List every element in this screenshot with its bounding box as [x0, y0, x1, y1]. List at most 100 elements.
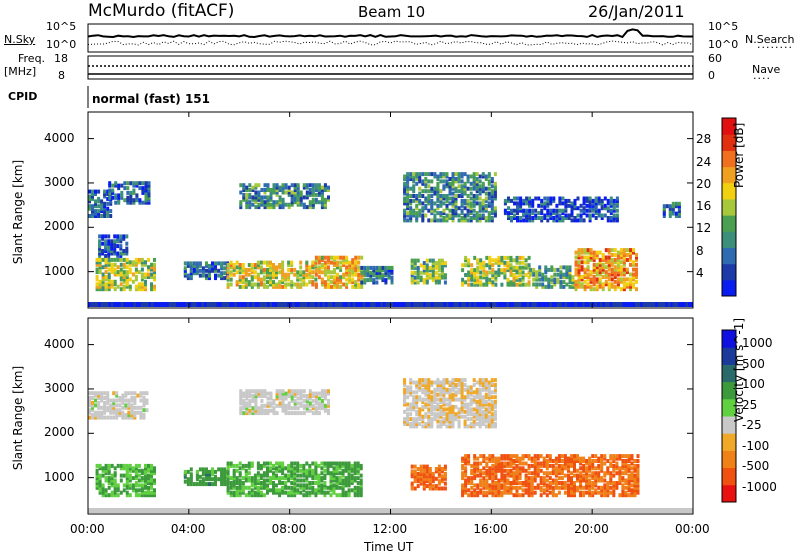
power-cell — [549, 196, 553, 201]
velocity-cell — [327, 403, 330, 408]
velocity-cell — [497, 485, 501, 490]
power-cell — [469, 186, 473, 191]
power-ground-cell — [577, 302, 580, 307]
velocity-cell — [463, 409, 467, 414]
velocity-cell — [430, 412, 434, 417]
velocity-cell — [140, 488, 144, 493]
power-cell — [521, 270, 525, 275]
velocity-cell — [515, 490, 519, 495]
power-cell — [615, 208, 619, 213]
power-cell — [421, 189, 425, 194]
power-cell — [290, 260, 294, 265]
velocity-cell — [133, 415, 137, 420]
power-cell — [571, 282, 575, 287]
velocity-cell — [491, 454, 495, 459]
power-cell — [427, 194, 431, 198]
power-cell — [442, 174, 446, 179]
power-cell — [509, 268, 513, 273]
power-cell — [485, 273, 489, 277]
velocity-cell — [121, 393, 125, 398]
velocity-cell — [226, 471, 230, 476]
power-cell — [263, 183, 267, 188]
power-cell — [95, 284, 99, 289]
velocity-cell — [497, 488, 501, 493]
velocity-ground-cell — [249, 508, 253, 513]
power-cell — [607, 248, 611, 253]
velocity-cell — [518, 493, 522, 498]
power-cell — [348, 270, 352, 275]
velocity-cell — [251, 408, 255, 413]
power-ground-cell — [645, 302, 649, 307]
velocity-cell — [463, 422, 467, 426]
velocity-cell — [442, 395, 446, 400]
velocity-cell — [323, 473, 327, 478]
velocity-cell — [296, 473, 300, 478]
velocity-cell — [582, 493, 586, 498]
velocity-cell — [560, 485, 564, 490]
velocity-cell — [484, 419, 488, 424]
power-cell — [119, 244, 123, 249]
power-cell — [574, 272, 578, 277]
power-cell — [460, 218, 464, 223]
power-cell — [629, 250, 632, 255]
velocity-cell — [488, 454, 492, 459]
velocity-cell — [278, 493, 282, 498]
velocity-cell — [466, 404, 470, 409]
power-cell — [137, 257, 141, 262]
velocity-cell — [238, 471, 242, 476]
velocity-cell — [476, 466, 480, 471]
velocity-cell — [97, 413, 101, 418]
power-cell — [345, 258, 349, 263]
power-cell — [287, 282, 291, 287]
power-cell — [513, 201, 516, 206]
velocity-cell — [100, 410, 104, 415]
velocity-cell — [121, 398, 125, 403]
velocity-cell — [470, 490, 474, 495]
power-cell — [619, 287, 623, 292]
power-cell — [527, 263, 531, 268]
velocity-cell — [91, 400, 94, 405]
power-cell — [111, 188, 115, 193]
power-cell — [262, 282, 266, 287]
velocity-cell — [269, 488, 272, 493]
velocity-ground-cell — [541, 508, 545, 513]
power-cell — [534, 216, 538, 220]
power-cell — [479, 260, 483, 265]
velocity-cell — [463, 378, 467, 383]
velocity-ground-cell — [493, 508, 497, 513]
velocity-ground-cell — [309, 508, 313, 513]
power-cell — [390, 278, 394, 283]
velocity-cell — [250, 461, 254, 466]
velocity-cell — [201, 469, 205, 474]
velocity-cell — [134, 476, 138, 481]
power-cell — [284, 282, 288, 287]
power-cell — [431, 265, 435, 270]
power-ground-cell — [415, 302, 419, 307]
velocity-cell — [103, 405, 107, 410]
power-cell — [552, 198, 556, 203]
velocity-cell — [211, 482, 214, 487]
velocity-cell — [317, 396, 321, 401]
velocity-cell — [630, 473, 634, 478]
velocity-cell — [585, 459, 589, 463]
power-cell — [478, 208, 482, 213]
power-ground-cell — [473, 302, 477, 307]
velocity-cell — [106, 398, 110, 403]
power-cell — [475, 196, 479, 201]
velocity-cell — [476, 463, 480, 468]
power-cell — [323, 260, 327, 265]
velocity-cell — [457, 414, 461, 419]
power-cell — [245, 200, 249, 205]
velocity-cell — [144, 481, 147, 485]
velocity-cell — [250, 493, 254, 498]
velocity-cell — [281, 471, 285, 476]
velocity-cell — [198, 467, 202, 472]
power-cell — [107, 251, 111, 256]
power-cell — [431, 273, 435, 278]
velocity-cell — [576, 488, 579, 493]
power-ground-cell — [204, 302, 207, 307]
velocity-cell — [445, 390, 449, 395]
power-cell — [293, 267, 297, 272]
velocity-cell — [229, 485, 233, 490]
power-cell — [467, 277, 471, 282]
